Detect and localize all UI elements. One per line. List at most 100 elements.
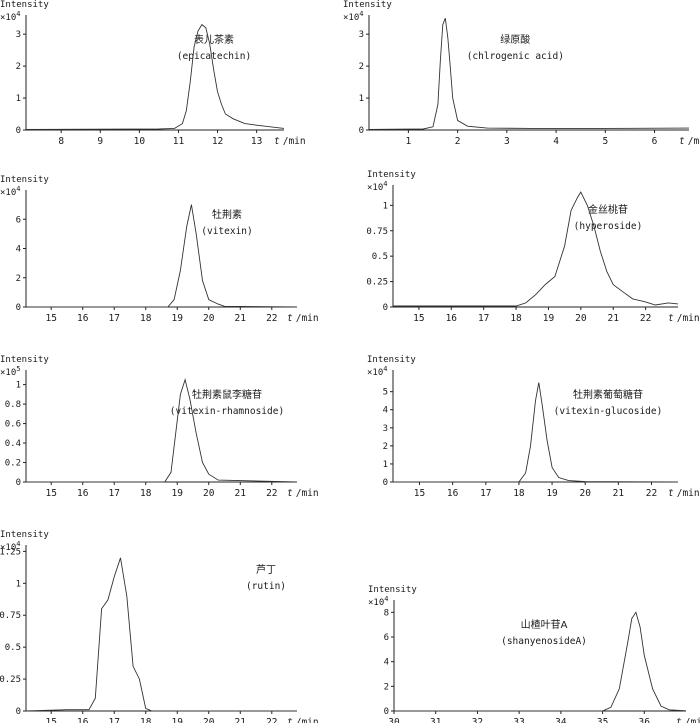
x-tick-label: 36 <box>639 717 651 723</box>
x-tick-label: 11 <box>173 136 185 147</box>
x-tick-label: 33 <box>513 717 524 723</box>
x-tick-label: 1 <box>406 136 412 147</box>
x-tick-label: 18 <box>140 313 152 324</box>
x-tick-label: 22 <box>646 488 657 499</box>
compound-name-zh: 牡荆素葡萄糖苷 <box>573 388 643 401</box>
y-tick-label: 0 <box>16 303 21 313</box>
x-tick-label: 18 <box>140 488 152 499</box>
y-axis-label: Intensity <box>367 170 416 180</box>
y-axis-label: Intensity <box>0 0 49 10</box>
x-tick-label: 21 <box>235 717 247 723</box>
y-tick-label: 0.8 <box>5 400 21 410</box>
chromatogram-trace <box>25 557 297 712</box>
x-tick-label: 16 <box>447 488 459 499</box>
x-tick-label: 17 <box>109 717 120 723</box>
y-tick-label: 0.25 <box>366 278 388 288</box>
y-multiplier-base: ×10 <box>0 543 16 553</box>
y-axis-label: Intensity <box>0 175 49 185</box>
y-tick-label: 1 <box>359 94 364 104</box>
x-tick-label: 10 <box>134 136 146 147</box>
y-tick-label: 1 <box>383 201 388 211</box>
chromatogram-trace <box>393 382 679 483</box>
y-tick-label: 5 <box>383 388 388 398</box>
x-tick-label: 5 <box>602 136 608 147</box>
chromatogram-trace <box>26 204 298 308</box>
y-multiplier-base: ×10 <box>0 13 16 23</box>
y-axis-label: Intensity <box>0 355 49 365</box>
x-tick-label: 16 <box>77 488 89 499</box>
y-tick-label: 1 <box>16 579 21 589</box>
x-tick-label: 19 <box>546 488 558 499</box>
x-axis-label: t/min <box>668 488 700 499</box>
y-tick-label: 2 <box>383 442 388 452</box>
x-tick-label: 18 <box>140 717 152 723</box>
x-axis-unit: /min <box>296 488 319 499</box>
x-tick-label: 15 <box>45 488 56 499</box>
x-axis-unit: /min <box>296 313 319 324</box>
y-multiplier-exponent: 4 <box>383 365 387 373</box>
x-axis-variable: t <box>274 136 280 147</box>
x-axis-label: t/min <box>668 313 700 324</box>
y-tick-label: 0.25 <box>0 675 21 685</box>
x-tick-label: 15 <box>45 717 56 723</box>
x-tick-label: 30 <box>388 717 400 723</box>
x-tick-label: 21 <box>613 488 625 499</box>
y-multiplier-base: ×10 <box>367 183 383 193</box>
y-tick-label: 0 <box>383 303 388 313</box>
y-multiplier-base: ×10 <box>367 368 383 378</box>
y-tick-label: 4 <box>383 406 388 416</box>
y-multiplier-base: ×10 <box>368 598 384 608</box>
y-tick-label: 0.6 <box>5 420 21 430</box>
compound-name-zh: 芦丁 <box>256 564 276 576</box>
y-tick-label: 4 <box>384 658 389 668</box>
y-tick-label: 3 <box>383 424 388 434</box>
x-tick-label: 17 <box>109 313 120 324</box>
x-axis-variable: t <box>668 488 674 499</box>
x-tick-label: 19 <box>172 313 184 324</box>
y-tick-label: 0 <box>383 478 388 488</box>
x-tick-label: 35 <box>597 717 608 723</box>
compound-name-zh: 金丝桃苷 <box>588 203 628 216</box>
y-multiplier: ×104 <box>367 365 387 378</box>
y-tick-label: 1 <box>383 460 388 470</box>
chart-panel-2: Intensity×1040123123456t/min绿原酸(chlrogen… <box>343 0 700 147</box>
x-tick-label: 15 <box>414 488 425 499</box>
y-tick-label: 1.25 <box>0 547 21 557</box>
x-tick-label: 4 <box>553 136 559 147</box>
x-axis-variable: t <box>287 717 293 723</box>
y-multiplier: ×105 <box>0 365 20 378</box>
y-tick-label: 0 <box>16 707 21 717</box>
x-tick-label: 16 <box>77 717 89 723</box>
y-multiplier-exponent: 4 <box>383 180 387 188</box>
x-tick-label: 22 <box>266 313 277 324</box>
x-tick-label: 17 <box>480 488 491 499</box>
y-tick-label: 4 <box>16 245 21 255</box>
chromatogram-trace <box>393 191 679 307</box>
x-axis-variable: t <box>668 313 674 324</box>
x-axis-label: t/min <box>287 488 319 499</box>
x-axis-label: t/min <box>287 313 319 324</box>
x-tick-label: 21 <box>235 313 247 324</box>
x-axis-variable: t <box>287 488 293 499</box>
x-tick-label: 22 <box>640 313 651 324</box>
x-axis-label: t/min <box>287 717 319 723</box>
x-tick-label: 19 <box>172 717 184 723</box>
x-tick-label: 15 <box>413 313 424 324</box>
y-tick-label: 6 <box>16 215 21 225</box>
y-tick-label: 0.5 <box>5 643 21 653</box>
y-tick-label: 2 <box>16 62 21 72</box>
x-tick-label: 21 <box>235 488 247 499</box>
compound-name-en: (rutin) <box>246 581 286 592</box>
x-tick-label: 21 <box>608 313 620 324</box>
x-tick-label: 6 <box>652 136 658 147</box>
y-tick-label: 1 <box>16 381 21 391</box>
chromatogram-trace <box>368 18 690 130</box>
y-tick-label: 0.5 <box>372 252 388 262</box>
x-tick-label: 31 <box>430 717 442 723</box>
x-tick-label: 20 <box>575 313 587 324</box>
compound-name-en: (vitexin) <box>201 226 252 237</box>
